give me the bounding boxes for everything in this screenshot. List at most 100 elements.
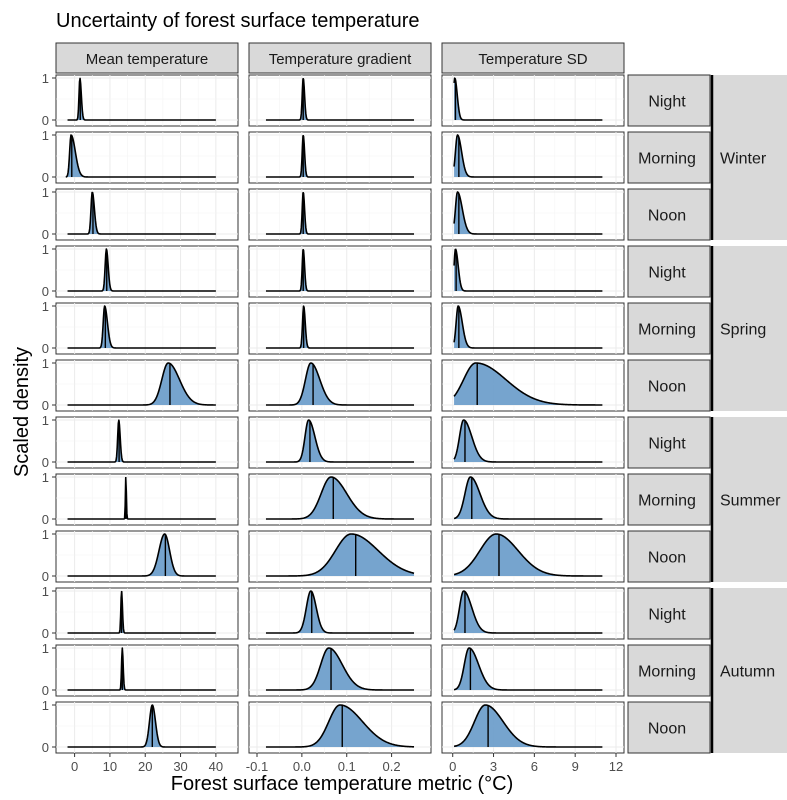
x-tick-label: 0.2 (383, 759, 401, 774)
panel-0-1-1 (248, 131, 432, 184)
time-strip-label: Morning (638, 664, 696, 681)
time-strip-0-0: Night (627, 74, 711, 127)
panel-border (55, 188, 239, 241)
y-tick-label: 0 (42, 170, 49, 185)
panel-border (248, 188, 432, 241)
season-strip-box (713, 75, 787, 240)
panel-0-0-2 (441, 74, 625, 127)
panel-border (248, 74, 432, 127)
y-tick-label: 0 (42, 113, 49, 128)
y-tick-label: 0 (42, 626, 49, 641)
time-strip-label: Night (648, 607, 686, 624)
panel-border (248, 131, 432, 184)
panel-border (55, 473, 239, 526)
panel-border (55, 530, 239, 583)
y-tick-label: 0 (42, 284, 49, 299)
panel-1-0-0: 01 (42, 242, 239, 299)
y-axis-title: Scaled density (11, 347, 33, 477)
density-area (265, 534, 415, 576)
density-area (454, 648, 603, 690)
time-strip-label: Morning (638, 322, 696, 339)
time-strip-3-1: Morning (627, 644, 711, 697)
column-strip-box (248, 42, 432, 74)
panel-3-0-0: 01 (42, 584, 239, 641)
panel-border (55, 359, 239, 412)
density-line (265, 590, 415, 634)
density-line (265, 78, 415, 121)
time-strip-label: Noon (648, 550, 686, 567)
density-line (65, 134, 217, 178)
density-line (453, 590, 603, 634)
x-tick-label: 0 (71, 759, 78, 774)
time-strip-3-2: Noon (627, 701, 711, 754)
x-axis-title: Forest surface temperature metric (°C) (171, 773, 514, 795)
panel-2-0-0: 01 (42, 413, 239, 470)
panel-1-2-2 (441, 359, 625, 412)
time-strip-box (627, 245, 711, 298)
density-area (454, 591, 603, 633)
y-tick-label: 0 (42, 341, 49, 356)
time-strip-label: Noon (648, 379, 686, 396)
column-strip-label: Mean temperature (86, 51, 209, 68)
density-area (67, 363, 216, 405)
y-tick-label: 1 (42, 128, 49, 143)
y-tick-label: 0 (42, 512, 49, 527)
y-tick-label: 1 (42, 413, 49, 428)
panel-0-0-0: 01 (42, 71, 239, 128)
density-line (453, 305, 603, 349)
x-tick-label: 40 (209, 759, 223, 774)
column-strip-2: Temperature SD (441, 42, 625, 74)
density-line (67, 305, 217, 349)
density-line (265, 419, 415, 463)
column-strip-1: Temperature gradient (248, 42, 432, 74)
y-tick-label: 1 (42, 299, 49, 314)
time-strip-box (627, 188, 711, 241)
time-strip-label: Noon (648, 721, 686, 738)
time-strip-box (627, 416, 711, 469)
density-line (67, 419, 217, 463)
time-strip-label: Morning (638, 151, 696, 168)
x-tick-label: 0.0 (293, 759, 311, 774)
y-tick-label: 0 (42, 683, 49, 698)
time-strip-box (627, 587, 711, 640)
density-line (453, 362, 603, 406)
density-line (67, 248, 217, 292)
panel-2-2-0: 01 (42, 527, 239, 584)
y-tick-label: 1 (42, 242, 49, 257)
panel-3-2-0: 01 (42, 698, 239, 755)
panel-border (55, 131, 239, 184)
panel-border (441, 245, 625, 298)
time-strip-label: Noon (648, 208, 686, 225)
time-strip-box (627, 473, 711, 526)
density-line (453, 77, 603, 121)
y-tick-label: 0 (42, 227, 49, 242)
density-line (265, 362, 415, 406)
density-line (67, 362, 217, 406)
column-strip-0: Mean temperature (55, 42, 239, 74)
density-line (453, 248, 603, 292)
y-tick-label: 0 (42, 740, 49, 755)
column-strip-box (55, 42, 239, 74)
density-line (67, 191, 217, 235)
density-line (453, 704, 603, 748)
panel-2-1-1 (248, 473, 432, 526)
density-area (454, 705, 603, 747)
season-strip-0: Winter (710, 75, 787, 240)
density-line (453, 191, 603, 235)
panel-1-1-2 (441, 302, 625, 355)
density-line (67, 647, 217, 691)
y-tick-label: 1 (42, 356, 49, 371)
y-tick-label: 1 (42, 527, 49, 542)
density-area (265, 363, 415, 405)
panel-0-1-0: 01 (42, 128, 239, 185)
time-strip-1-0: Night (627, 245, 711, 298)
time-strip-1-1: Morning (627, 302, 711, 355)
panel-1-1-1 (248, 302, 432, 355)
density-line (453, 647, 603, 691)
x-axis-0: 0 10 20 30 40 (71, 753, 223, 774)
chart-title: Uncertainty of forest surface temperatur… (56, 10, 420, 32)
x-tick-label: 3 (490, 759, 497, 774)
x-tick-label: 20 (138, 759, 152, 774)
density-line (265, 704, 415, 748)
